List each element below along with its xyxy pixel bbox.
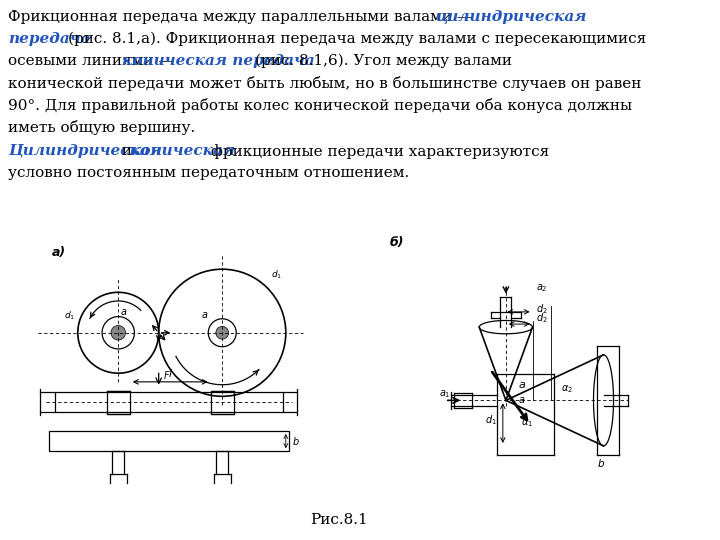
Text: $\alpha_1$: $\alpha_1$ — [521, 417, 534, 429]
Text: иметь общую вершину.: иметь общую вершину. — [8, 120, 195, 135]
Text: условно постоянным передаточным отношением.: условно постоянным передаточным отношени… — [8, 166, 409, 180]
Text: $F$: $F$ — [163, 369, 171, 381]
Text: коническая передача: коническая передача — [122, 54, 315, 68]
Bar — [55, 392, 283, 412]
Text: $d_1$: $d_1$ — [485, 413, 496, 427]
Text: и: и — [117, 144, 137, 158]
Text: передача: передача — [8, 32, 91, 46]
Text: $a$: $a$ — [202, 310, 209, 320]
Text: $d_1$: $d_1$ — [63, 309, 75, 322]
Text: а): а) — [52, 246, 66, 259]
Text: Рис.8.1: Рис.8.1 — [310, 513, 368, 527]
Bar — [49, 431, 289, 451]
Circle shape — [216, 326, 229, 339]
Text: Цилиндрическая: Цилиндрическая — [8, 144, 162, 158]
Bar — [211, 390, 234, 414]
Text: $d_2$: $d_2$ — [536, 311, 547, 325]
Text: б): б) — [390, 235, 405, 248]
Text: $d_2$: $d_2$ — [536, 302, 547, 316]
Text: $a$: $a$ — [518, 380, 526, 390]
Text: 90°. Для правильной работы колес конической передачи оба конуса должны: 90°. Для правильной работы колес коничес… — [8, 98, 632, 113]
Text: $l$: $l$ — [168, 367, 173, 379]
Text: $a_2$: $a_2$ — [536, 282, 547, 294]
Text: осевыми линиями —: осевыми линиями — — [8, 54, 179, 68]
Text: $\alpha_2$: $\alpha_2$ — [561, 383, 573, 395]
Text: $a_1$: $a_1$ — [438, 388, 450, 400]
Text: $d_1$: $d_1$ — [271, 269, 282, 281]
Text: $a$: $a$ — [518, 395, 526, 406]
Text: Фрикционная передача между параллельными валами —: Фрикционная передача между параллельными… — [8, 10, 472, 24]
Bar — [107, 390, 130, 414]
Text: фрикционные передачи характеризуются: фрикционные передачи характеризуются — [206, 144, 549, 159]
Text: цилиндрическая: цилиндрическая — [435, 10, 586, 24]
Text: $b$: $b$ — [292, 435, 300, 448]
Text: (рис. 8.1,а). Фрикционная передача между валами с пересекающимися: (рис. 8.1,а). Фрикционная передача между… — [68, 32, 647, 46]
Circle shape — [111, 326, 125, 340]
Text: коническая: коническая — [130, 144, 235, 158]
Text: $b$: $b$ — [598, 457, 606, 469]
Text: $a$: $a$ — [120, 307, 127, 318]
Text: конической передачи может быть любым, но в большинстве случаев он равен: конической передачи может быть любым, но… — [8, 76, 642, 91]
Text: (рис. 8.1,6). Угол между валами: (рис. 8.1,6). Угол между валами — [255, 54, 512, 69]
